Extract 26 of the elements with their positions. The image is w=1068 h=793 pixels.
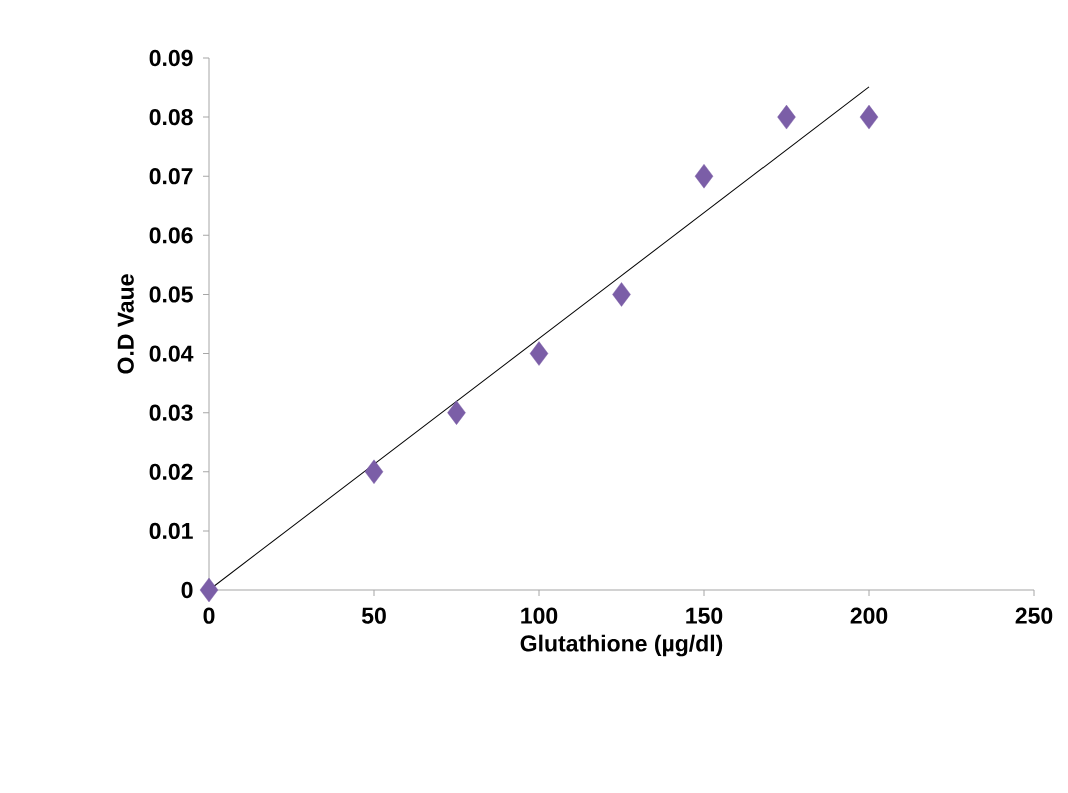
x-tick-label: 0 [203, 607, 215, 624]
y-tick-label: 0.03 [149, 404, 193, 421]
y-tick-label: 0 [181, 581, 193, 599]
y-tick-label: 0.06 [149, 227, 193, 244]
y-tick-label: 0.09 [149, 49, 193, 67]
x-tick-label: 50 [361, 607, 386, 624]
y-tick-label: 0.02 [149, 463, 193, 480]
y-tick-label: 0.01 [149, 522, 193, 540]
point [694, 164, 714, 189]
y-tick-label: 0.04 [149, 345, 194, 362]
y-tick-label: 0.07 [149, 168, 193, 185]
point [859, 104, 879, 130]
x-tick-label: 100 [521, 607, 558, 624]
y-tick-label: 0.08 [149, 108, 193, 126]
point [777, 104, 796, 130]
point [199, 577, 219, 603]
point [529, 341, 549, 366]
y-tick-label: 0.05 [149, 286, 193, 303]
x-axis-title: Glutathione (µg/dl) [520, 634, 723, 657]
x-tick-label: 250 [1015, 607, 1053, 624]
x-tick-label: 200 [850, 607, 888, 624]
point [612, 282, 631, 307]
point [447, 400, 466, 425]
point [364, 459, 384, 484]
y-axis-title: O.D Vaue [117, 274, 134, 374]
x-tick-label: 150 [686, 607, 723, 624]
